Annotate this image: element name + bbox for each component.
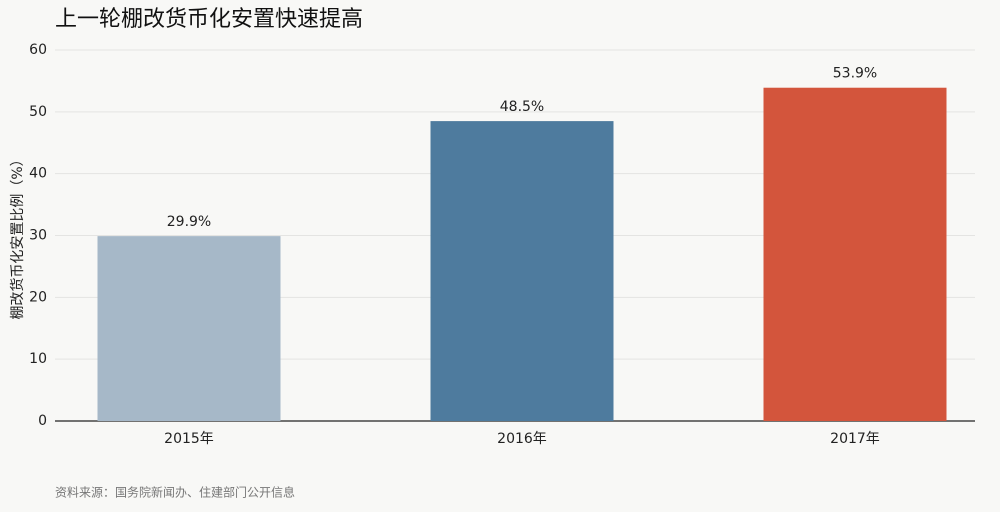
bar	[763, 87, 947, 422]
y-tick-label: 50	[29, 104, 47, 120]
bar	[97, 236, 281, 421]
value-label: 53.9%	[833, 66, 877, 82]
source-note: 资料来源：国务院新闻办、住建部门公开信息	[55, 485, 295, 500]
value-label: 29.9%	[167, 214, 211, 230]
y-tick-label: 40	[29, 166, 47, 182]
bar	[430, 121, 614, 421]
y-tick-label: 20	[29, 289, 47, 305]
x-tick-label: 2017年	[830, 431, 880, 447]
x-tick-label: 2015年	[164, 431, 214, 447]
x-tick-label: 2016年	[497, 431, 547, 447]
chart-title: 上一轮棚改货币化安置快速提高	[55, 7, 363, 32]
value-label: 48.5%	[500, 99, 544, 115]
y-tick-label: 0	[38, 413, 47, 429]
y-axis-label: 棚改货币化安置比例（%）	[9, 152, 26, 319]
y-tick-label: 10	[29, 351, 47, 367]
y-tick-label: 30	[29, 228, 47, 244]
y-tick-label: 60	[29, 42, 47, 58]
